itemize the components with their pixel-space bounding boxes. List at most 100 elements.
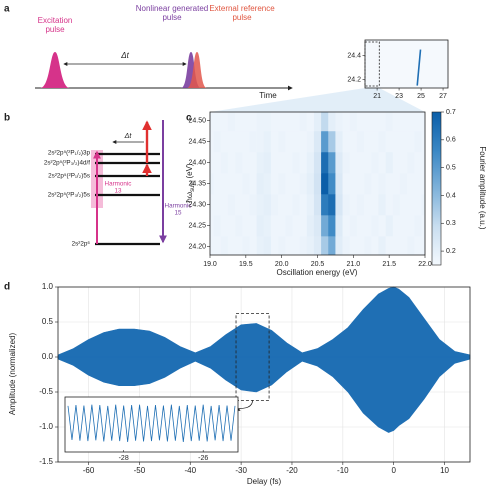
y-axis-label: Amplitude (normalized) [8, 333, 17, 416]
heatmap-cell [349, 130, 358, 153]
colorbar-tick-label: 0.4 [446, 192, 456, 199]
panel-label: d [4, 282, 10, 293]
level-label: 2s²2p⁵(²P₁/₂)3p [48, 150, 91, 157]
y-tick-label: 24.30 [188, 201, 206, 208]
heatmap-cell [328, 130, 336, 153]
heatmap-cell [306, 194, 315, 216]
heatmap-cell [321, 194, 329, 216]
heatmap-cell [256, 130, 265, 153]
heatmap-cell [342, 194, 351, 216]
y-tick-label: 24.40 [188, 159, 206, 166]
heatmap-cell [306, 130, 315, 153]
heatmap-cell [306, 151, 315, 174]
pulse-diagram: Δt Time Excitation pulse Nonlinear gener… [35, 4, 293, 100]
heatmap-cell [364, 151, 372, 174]
heatmap-cell [278, 130, 286, 153]
heatmap-cell [414, 112, 422, 132]
heatmap-cell [210, 112, 214, 132]
heatmap-cell [364, 215, 372, 237]
heatmap-cell [285, 215, 293, 237]
pulse-label: Excitation [38, 16, 73, 25]
x-tick-label: 21.5 [382, 261, 396, 268]
heatmap-cell [242, 112, 250, 132]
heatmap-cell [328, 151, 336, 174]
x-tick-label: 21 [373, 93, 381, 100]
heatmap-cell [385, 172, 394, 195]
heatmap-cell [263, 236, 272, 255]
y-axis-label: ħωsum(eV) [185, 163, 195, 202]
heatmap-cell [292, 236, 300, 255]
inset-frame [64, 396, 239, 453]
heatmap-cell [407, 112, 415, 132]
heatmap-cell [263, 194, 272, 216]
heatmap-cell [407, 172, 415, 195]
pulse-label: Nonlinear generated [136, 4, 209, 13]
heatmap-cell [227, 215, 236, 237]
y-tick-label: 24.35 [188, 180, 206, 187]
heatmap-cell [407, 151, 415, 174]
heatmap-cell [256, 172, 265, 195]
heatmap-cell [213, 215, 222, 237]
level-label: 2s²2p⁵(²P₁/₂)5s [48, 173, 90, 180]
heatmap-cell [399, 194, 408, 216]
x-tick-label: -30 [235, 466, 247, 475]
heatmap-cell [335, 194, 343, 216]
heatmap-cell [399, 236, 408, 255]
heatmap-cell [299, 215, 308, 237]
heatmap-cell [220, 151, 229, 174]
heatmap-cell [242, 151, 250, 174]
x-tick-label: 27 [439, 93, 447, 100]
heatmap-cell [356, 172, 365, 195]
pulse-label: External reference [209, 4, 275, 13]
harmonic-label: 13 [114, 188, 122, 195]
heatmap-cell [263, 215, 272, 237]
heatmap-cell [210, 194, 214, 216]
heatmap-cell [385, 215, 394, 237]
heatmap-cell [242, 130, 250, 153]
heatmap-cell [313, 172, 322, 195]
heatmap-cell [399, 172, 408, 195]
heatmap-cell [371, 112, 379, 132]
heatmap-cell [378, 194, 386, 216]
y-tick-label: 24.4 [347, 52, 361, 59]
heatmap-cell [249, 215, 257, 237]
heatmap-cell [249, 112, 257, 132]
heatmap-cell [371, 236, 379, 255]
heatmap-cell [235, 172, 243, 195]
heatmap-cell [342, 151, 351, 174]
heatmap-cell [263, 130, 272, 153]
heatmap-cell [378, 112, 386, 132]
heatmap-cell [364, 130, 372, 153]
heatmap-cell [270, 215, 279, 237]
heatmap-cell [421, 236, 425, 255]
heatmap-cell [313, 236, 322, 255]
heatmap-cell [356, 112, 365, 132]
heatmap-cell [392, 112, 401, 132]
heatmap-cell [328, 194, 336, 216]
panel-label: b [4, 113, 10, 124]
heatmap-cell [210, 130, 214, 153]
zoom-projection [210, 88, 425, 112]
heatmap-cell [378, 236, 386, 255]
heatmap-cell [299, 194, 308, 216]
pulse-label: pulse [162, 13, 182, 22]
time-label: Time [259, 91, 277, 100]
x-axis-label: Oscillation energy (eV) [277, 268, 358, 277]
heatmap-cell [378, 172, 386, 195]
harmonic-label: Harmonic [105, 181, 132, 188]
zoom-connector [236, 400, 253, 412]
inset-x-tick-label: -28 [119, 455, 129, 462]
heatmap-cell [335, 172, 343, 195]
heatmap-cell [227, 172, 236, 195]
heatmap-cell [292, 151, 300, 174]
x-tick-label: -10 [337, 466, 349, 475]
heatmap-cell [306, 172, 315, 195]
heatmap-cell [285, 130, 293, 153]
heatmap-cell [385, 112, 394, 132]
x-tick-label: 19.0 [203, 261, 217, 268]
heatmap-cell [292, 172, 300, 195]
heatmap-cell [306, 215, 315, 237]
heatmap-cell [342, 215, 351, 237]
heatmap-cell [213, 172, 222, 195]
heatmap-cell [263, 172, 272, 195]
